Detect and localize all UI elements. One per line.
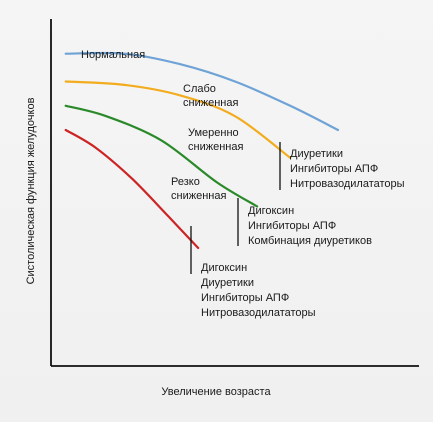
annotation-text-moderate-therapy: Ингибиторы АПФ — [248, 220, 336, 232]
annotation-text-mild-therapy: Ингибиторы АПФ — [290, 163, 378, 175]
series-label-severe: Резко — [171, 176, 200, 188]
series-label-moderate: Умеренно — [188, 127, 239, 139]
series-line-severe — [64, 128, 200, 250]
y-axis-title: Систолическая функция желудочков — [25, 97, 37, 284]
series-label-severe: сниженная — [171, 190, 226, 202]
x-axis-title: Увеличение возраста — [161, 386, 271, 398]
annotation-text-severe-therapy: Дигоксин — [201, 262, 247, 274]
series-line-moderate — [64, 104, 259, 208]
series-layer — [64, 51, 340, 250]
annotation-text-mild-therapy: Диуретики — [290, 148, 343, 160]
series-label-moderate: сниженная — [188, 141, 243, 153]
axes: Увеличение возраста Систолическая функци… — [25, 19, 419, 398]
series-label-mild: Слабо — [183, 83, 216, 95]
annotation-text-moderate-therapy: Комбинация диуретиков — [248, 235, 372, 247]
annotation-text-severe-therapy: Ингибиторы АПФ — [201, 292, 289, 304]
series-line-mild — [64, 80, 292, 159]
annotation-text-moderate-therapy: Дигоксин — [248, 205, 294, 217]
annotation-text-severe-therapy: Диуретики — [201, 277, 254, 289]
series-line-normal — [64, 51, 340, 132]
series-label-mild: сниженная — [183, 97, 238, 109]
annotation-text-mild-therapy: Нитровазодилататоры — [290, 178, 405, 190]
annotations: Диуретики Ингибиторы АПФ Нитровазодилатато… — [190, 142, 405, 319]
annotation-text-severe-therapy: Нитровазодилататоры — [201, 307, 316, 319]
series-label-normal: Нормальная — [81, 49, 145, 61]
series-labels: Нормальная Слабо сниженная Умеренно сниженна… — [81, 49, 243, 202]
